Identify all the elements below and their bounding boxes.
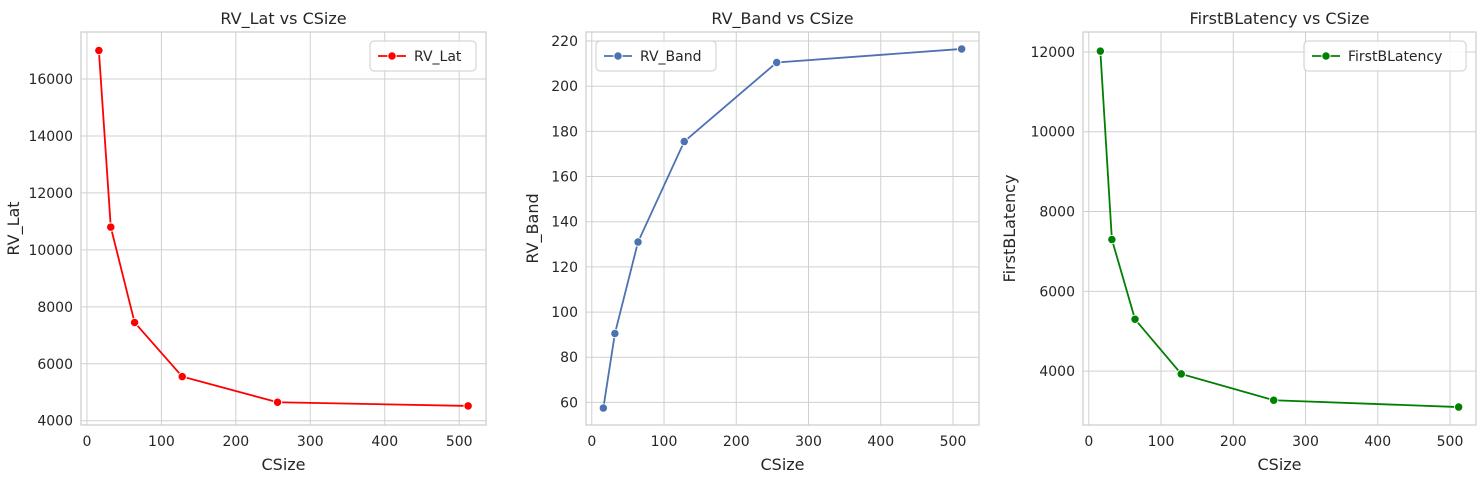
x-tick-label: 400 — [867, 434, 894, 450]
y-tick-label: 10000 — [1030, 125, 1075, 141]
data-point — [1107, 234, 1117, 245]
data-point — [1269, 395, 1279, 405]
data-point — [772, 57, 782, 68]
y-tick-label: 16000 — [28, 72, 73, 88]
chart-title: RV_Lat vs CSize — [220, 9, 346, 29]
data-point — [463, 401, 473, 411]
data-point — [1454, 402, 1464, 412]
x-tick-label: 400 — [1364, 434, 1391, 450]
data-point — [679, 136, 689, 147]
plot-frame — [585, 31, 980, 426]
legend: FirstBLatency — [1303, 40, 1467, 72]
x-tick-label: 400 — [371, 434, 398, 450]
data-point — [633, 237, 643, 247]
gridlines — [586, 32, 979, 425]
y-tick-label: 4000 — [37, 414, 73, 430]
gridlines — [81, 32, 486, 425]
y-axis-title: FirstBLatency — [1000, 175, 1019, 283]
x-tick-label: 300 — [795, 434, 822, 450]
data-point — [177, 371, 187, 382]
legend: RV_Lat — [369, 40, 477, 72]
x-tick-label: 100 — [1148, 434, 1175, 450]
chart-panel-1: 0 100 200 300 400 500 4000 6000 8000 10000 12000 14… — [4, 9, 487, 474]
legend-label: FirstBLatency — [1348, 49, 1442, 65]
y-tick-label: 6000 — [1039, 284, 1075, 300]
plot-frame — [80, 31, 487, 426]
chart-panel-3: 0 100 200 300 400 500 4000 6000 8000 10000 12000 Fi… — [1000, 9, 1477, 474]
x-tick-label: 0 — [587, 434, 596, 450]
series-line — [1099, 51, 1459, 408]
x-tick-label: 500 — [940, 434, 967, 450]
data-point — [94, 45, 104, 56]
series-line — [97, 50, 469, 407]
y-tick-label: 100 — [551, 305, 578, 321]
x-tick-label: 500 — [446, 434, 473, 450]
x-tick-label: 500 — [1437, 434, 1464, 450]
y-axis-title: RV_Band — [523, 193, 543, 263]
y-tick-label: 140 — [551, 215, 578, 231]
x-tick-label: 200 — [1220, 434, 1247, 450]
y-tick-label: 4000 — [1039, 364, 1075, 380]
x-tick-label: 200 — [222, 434, 249, 450]
legend-marker — [387, 51, 397, 61]
plot-frame — [1082, 31, 1477, 426]
legend-box — [1303, 40, 1467, 72]
y-tick-label: 12000 — [1030, 45, 1075, 61]
legend-box — [595, 40, 717, 72]
legend-label: RV_Lat — [414, 49, 462, 65]
x-tick-label: 0 — [1084, 434, 1093, 450]
y-axis-title: RV_Lat — [4, 201, 24, 255]
legend: RV_Band — [595, 40, 717, 72]
data-point — [106, 222, 116, 232]
x-tick-label: 200 — [723, 434, 750, 450]
data-point — [1176, 369, 1186, 379]
y-tick-label: 160 — [551, 170, 578, 186]
data-point — [1095, 46, 1105, 56]
y-tick-label: 220 — [551, 34, 578, 50]
x-tick-label: 100 — [651, 434, 678, 450]
y-tick-label: 180 — [551, 124, 578, 140]
legend-label: RV_Band — [640, 49, 701, 65]
chart-title: RV_Band vs CSize — [711, 9, 853, 29]
data-point — [598, 403, 608, 413]
chart-title: FirstBLatency vs CSize — [1190, 9, 1370, 28]
y-tick-label: 200 — [551, 79, 578, 95]
chart-panel-2: 0 100 200 300 400 500 60 80 100 120 140 160 180 200 22… — [523, 9, 980, 474]
y-tick-label: 80 — [560, 350, 578, 366]
x-tick-label: 300 — [1292, 434, 1319, 450]
y-tick-label: 60 — [560, 395, 578, 411]
data-point — [272, 397, 283, 407]
legend-box — [369, 40, 477, 72]
y-tick-label: 14000 — [28, 129, 73, 145]
data-point — [1130, 314, 1140, 324]
gridlines — [1083, 32, 1476, 425]
x-axis-title: CSize — [760, 455, 804, 474]
x-tick-label: 0 — [82, 434, 91, 450]
legend-marker — [1321, 51, 1331, 61]
series-line — [602, 48, 962, 409]
data-point — [129, 317, 140, 328]
x-axis-title: CSize — [1257, 455, 1301, 474]
y-tick-label: 120 — [551, 260, 578, 276]
y-tick-label: 6000 — [37, 357, 73, 373]
y-tick-label: 8000 — [37, 300, 73, 316]
data-point — [610, 328, 620, 339]
x-tick-label: 100 — [148, 434, 175, 450]
y-tick-label: 10000 — [28, 243, 73, 259]
legend-marker — [613, 51, 623, 61]
y-tick-label: 12000 — [28, 186, 73, 202]
data-point — [957, 44, 967, 54]
y-tick-label: 8000 — [1039, 205, 1075, 221]
x-tick-label: 300 — [297, 434, 324, 450]
x-axis-title: CSize — [261, 455, 305, 474]
